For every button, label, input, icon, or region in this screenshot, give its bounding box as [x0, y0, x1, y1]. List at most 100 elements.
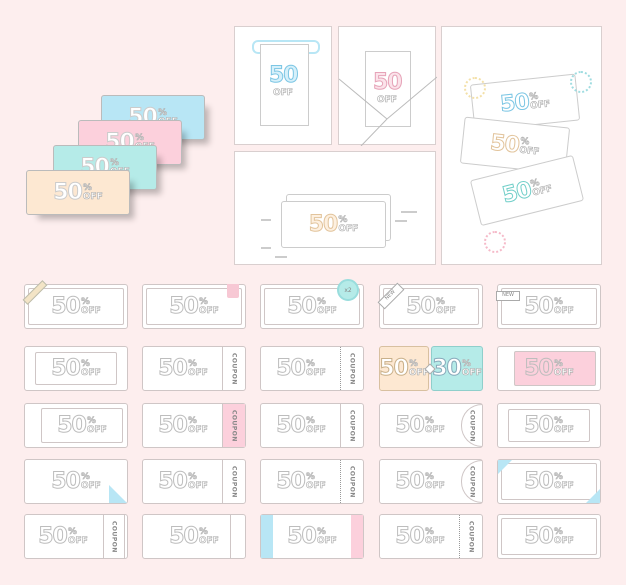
coupon-ribbon-corner: 50% OFF — [22, 280, 128, 329]
coupon-stub: COUPON — [340, 460, 363, 503]
stub-label: COUPON — [230, 409, 238, 442]
coupon-folded-corner: 50% OFF — [24, 459, 128, 504]
percent: % — [157, 107, 168, 118]
amount: 50 — [524, 413, 555, 439]
deal-text: 50%OFF — [498, 460, 600, 503]
percent: % — [553, 471, 564, 482]
coupon-alarm-tag: 50% OFF — [142, 284, 246, 329]
coupon-card: 50 OFF — [260, 44, 309, 126]
deal-text: 50%OFF — [143, 404, 223, 447]
amount: 50 — [499, 89, 531, 118]
coupon-new-corner: NEW 50% OFF — [377, 282, 483, 329]
sparkle-icon — [464, 77, 486, 99]
percent-off: %OFF — [424, 527, 446, 546]
percent-off: %OFF — [83, 183, 104, 202]
coupon-inner-frame: 50% OFF — [497, 403, 601, 448]
panel-falling-coupons: 50% OFF 50% OFF 50% OFF — [441, 26, 602, 265]
coupon-inner-frame-right: 50% OFF — [24, 403, 128, 448]
percent: % — [198, 296, 209, 307]
percent: % — [80, 296, 91, 307]
deal-text: 50%OFF — [143, 285, 245, 328]
off-label: OFF — [424, 424, 446, 435]
percent-off: %OFF — [305, 415, 327, 435]
amount: 50 — [379, 356, 410, 382]
off-label: OFF — [187, 367, 209, 378]
percent: % — [316, 296, 327, 307]
pink-panel — [514, 351, 596, 386]
stub-label: COUPON — [230, 352, 238, 385]
stub-label: COUPON — [348, 409, 356, 442]
peach-half: 50% OFF — [379, 346, 429, 391]
alarm-tag-icon — [227, 284, 239, 298]
coupon-stub: COUPON — [222, 404, 245, 447]
percent-off: %OFF — [305, 471, 327, 491]
deal-text: 50%OFF — [37, 404, 127, 447]
coupon-plain-notch: 50% OFF — [142, 514, 246, 559]
amount: 30 — [432, 356, 463, 382]
inner-border — [501, 463, 597, 500]
percent-off: %OFF — [80, 296, 102, 316]
percent: % — [198, 526, 209, 537]
amount: 50 — [276, 413, 307, 439]
coupon-stub: COUPON — [222, 347, 245, 390]
inner-border — [501, 288, 597, 325]
inner-border — [146, 288, 242, 325]
amount: 50 — [524, 294, 555, 320]
off-label: OFF — [377, 95, 398, 105]
deal-text: 50%OFF — [498, 515, 600, 558]
coupon-coupon-semicircle: COUPON 50% OFF — [379, 403, 483, 448]
amount: 50 — [524, 469, 555, 495]
off-label: OFF — [187, 480, 209, 491]
percent: % — [305, 471, 316, 482]
inner-border — [28, 288, 124, 325]
coupon-pink-fill: 50% OFF — [497, 346, 601, 391]
coupon-coupon-stub: COUPON 50% OFF — [142, 459, 246, 504]
off-label: OFF — [408, 367, 430, 378]
off-label: OFF — [518, 145, 540, 158]
amount: 50 — [287, 294, 318, 320]
percent-off: %OFF — [554, 416, 575, 435]
percent: % — [316, 526, 327, 537]
deal-text: 50%OFF — [27, 171, 129, 214]
percent-off: %OFF — [424, 416, 446, 435]
stacked-coupon: 50%OFF — [26, 170, 130, 215]
amount: 50 — [524, 356, 555, 382]
amount: 50 — [489, 130, 521, 159]
percent-off: %OFF — [188, 416, 209, 435]
inner-border — [508, 409, 590, 442]
amount: 50 — [395, 469, 426, 495]
percent: % — [305, 415, 316, 426]
amount: 50 — [524, 524, 555, 550]
corner-top-left — [498, 460, 512, 474]
off-label: OFF — [80, 305, 102, 316]
deal-text: 50%OFF — [261, 460, 341, 503]
deal-text: 50%OFF — [261, 285, 363, 328]
off-label: OFF — [198, 535, 220, 546]
coupon-semicircle: COUPON — [461, 404, 482, 447]
percent: % — [435, 296, 446, 307]
amount: 50 — [57, 413, 88, 439]
coupon-new-flag: NEW 50% OFF — [496, 284, 601, 329]
percent: % — [67, 526, 78, 537]
percent-off: %OFF — [424, 472, 446, 491]
deal-text: 50%OFF — [25, 285, 127, 328]
coupon-stub: COUPON — [340, 404, 363, 447]
coupon-stub: COUPON — [340, 347, 363, 390]
deal-text: 50%OFF — [498, 347, 600, 390]
deal-text: 50%OFF — [25, 347, 127, 390]
off-label: OFF — [424, 480, 446, 491]
percent: % — [80, 471, 91, 482]
amount: 50 — [158, 356, 189, 382]
coupon-front: 50% OFF — [281, 201, 386, 248]
deal-text: 50%OFF — [380, 460, 460, 503]
percent-off: %OFF — [554, 297, 575, 316]
percent: % — [305, 358, 316, 369]
sparkle-icon — [484, 231, 506, 253]
percent-off: %OFF — [198, 296, 220, 316]
percent: % — [109, 157, 120, 168]
panel-flying-coupon: 50% OFF — [234, 151, 436, 265]
percent-off: %OFF — [198, 526, 220, 546]
off-label: OFF — [424, 535, 446, 546]
deal-text: 50%OFF — [380, 404, 460, 447]
stub-label: COUPON — [348, 465, 356, 498]
